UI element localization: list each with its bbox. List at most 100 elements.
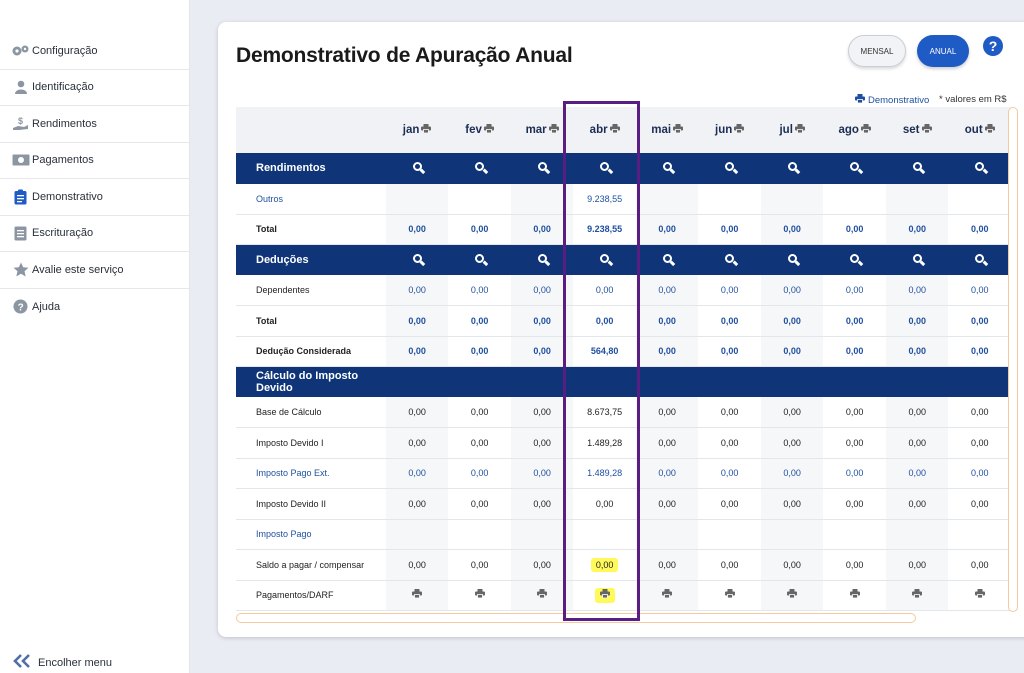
section-cell[interactable] (885, 244, 949, 275)
printer-icon[interactable] (483, 124, 494, 135)
search-icon[interactable] (475, 162, 485, 172)
month-header-jun[interactable]: jun (698, 107, 761, 153)
sidebar-item-identificacao[interactable]: Identificação (0, 70, 189, 106)
search-icon[interactable] (787, 254, 797, 263)
vertical-scrollbar[interactable] (1008, 107, 1018, 612)
search-icon[interactable] (475, 254, 485, 263)
section-cell[interactable] (760, 153, 824, 184)
collapse-menu-button[interactable]: Encolher menu (13, 654, 112, 672)
search-icon[interactable] (850, 254, 860, 263)
section-cell[interactable] (635, 153, 699, 184)
section-cell[interactable] (385, 244, 449, 275)
section-cell[interactable] (573, 244, 636, 275)
sidebar-item-demonstrativo[interactable]: Demonstrativo (0, 179, 189, 216)
month-header-mar[interactable]: mar (510, 107, 574, 153)
section-cell[interactable] (510, 153, 574, 184)
printer-icon[interactable] (537, 589, 548, 601)
sidebar-item-ajuda[interactable]: ? Ajuda (0, 289, 189, 326)
section-cell[interactable] (885, 153, 949, 184)
search-icon[interactable] (412, 254, 422, 263)
printer-icon[interactable] (734, 124, 745, 135)
printer-icon[interactable] (849, 589, 860, 601)
printer-icon[interactable] (412, 589, 423, 601)
row-label: Total (236, 305, 386, 337)
section-cell[interactable] (698, 153, 761, 184)
search-icon[interactable] (725, 162, 735, 172)
cell-jan: 0,00 (385, 305, 449, 337)
search-icon[interactable] (537, 254, 547, 263)
month-header-mai[interactable]: mai (635, 107, 699, 153)
search-icon[interactable] (412, 162, 422, 172)
row-label: Base de Cálculo (236, 397, 386, 428)
search-icon[interactable] (975, 162, 985, 172)
search-icon[interactable] (662, 254, 672, 263)
search-icon[interactable] (600, 162, 610, 172)
printer-icon[interactable] (724, 589, 735, 601)
cell-fev: 0,00 (448, 336, 511, 367)
search-icon[interactable] (912, 162, 922, 172)
search-icon[interactable] (787, 162, 797, 172)
month-header-set[interactable]: set (885, 107, 949, 153)
printer-icon[interactable] (421, 124, 432, 135)
sidebar-item-configuracao[interactable]: Configuração (0, 33, 189, 70)
month-header-jan[interactable]: jan (385, 107, 449, 153)
printer-icon[interactable] (974, 589, 985, 601)
horizontal-scrollbar[interactable] (236, 613, 916, 623)
month-header-ago[interactable]: ago (823, 107, 886, 153)
annual-table-container: jan fev mar abr mai jun jul ago set out Rendimento… (236, 107, 1011, 612)
row-label[interactable]: Outros (236, 183, 386, 215)
section-cell[interactable] (448, 244, 511, 275)
row-label[interactable]: Imposto Pago Ext. (236, 458, 386, 489)
month-header-out[interactable]: out (948, 107, 1011, 153)
section-cell[interactable] (948, 244, 1011, 275)
printer-icon[interactable] (794, 124, 805, 135)
printer-icon[interactable] (662, 589, 673, 601)
cell-mai: 0,00 (635, 488, 699, 520)
search-icon[interactable] (537, 162, 547, 172)
sidebar-item-rendimentos[interactable]: $ Rendimentos (0, 106, 189, 143)
section-cell[interactable] (448, 153, 511, 184)
search-icon[interactable] (975, 254, 985, 263)
search-icon[interactable] (850, 162, 860, 172)
search-icon[interactable] (600, 254, 610, 263)
demonstrativo-print-link[interactable]: Demonstrativo (855, 94, 929, 106)
cell-jul: 0,00 (760, 214, 824, 245)
section-cell[interactable] (823, 244, 886, 275)
month-header-jul[interactable]: jul (760, 107, 824, 153)
section-cell[interactable] (948, 153, 1011, 184)
cell-abr: 9.238,55 (573, 183, 636, 215)
printer-icon[interactable] (912, 589, 923, 601)
sidebar-item-pagamentos[interactable]: Pagamentos (0, 143, 189, 179)
section-cell[interactable] (510, 244, 574, 275)
printer-icon[interactable] (984, 124, 995, 135)
section-cell[interactable] (760, 244, 824, 275)
search-icon[interactable] (912, 254, 922, 263)
printer-icon[interactable] (787, 589, 798, 601)
help-icon[interactable]: ? (983, 36, 1003, 56)
sidebar-item-escrituracao[interactable]: Escrituração (0, 216, 189, 252)
section-cell[interactable] (385, 153, 449, 184)
printer-icon[interactable] (548, 124, 559, 135)
printer-icon[interactable] (594, 588, 615, 604)
anual-button[interactable]: ANUAL (917, 35, 969, 67)
cell-mai: 0,00 (635, 305, 699, 337)
mensal-button[interactable]: MENSAL (848, 35, 906, 67)
search-icon[interactable] (725, 254, 735, 263)
table-row-pagamentos_darf: Pagamentos/DARF (236, 580, 1011, 611)
printer-icon[interactable] (860, 124, 871, 135)
cell-jun: 0,00 (698, 549, 761, 581)
printer-icon[interactable] (609, 124, 620, 135)
section-cell[interactable] (823, 153, 886, 184)
month-header-abr[interactable]: abr (573, 107, 636, 153)
printer-icon[interactable] (474, 589, 485, 601)
printer-icon[interactable] (673, 124, 684, 135)
section-cell[interactable] (698, 244, 761, 275)
row-label[interactable]: Imposto Pago (236, 519, 386, 550)
section-cell[interactable] (635, 244, 699, 275)
search-icon[interactable] (662, 162, 672, 172)
month-header-fev[interactable]: fev (448, 107, 511, 153)
cell-mar: 0,00 (510, 549, 574, 581)
printer-icon[interactable] (921, 124, 932, 135)
sidebar-item-avalie[interactable]: Avalie este serviço (0, 252, 189, 289)
section-cell[interactable] (573, 153, 636, 184)
